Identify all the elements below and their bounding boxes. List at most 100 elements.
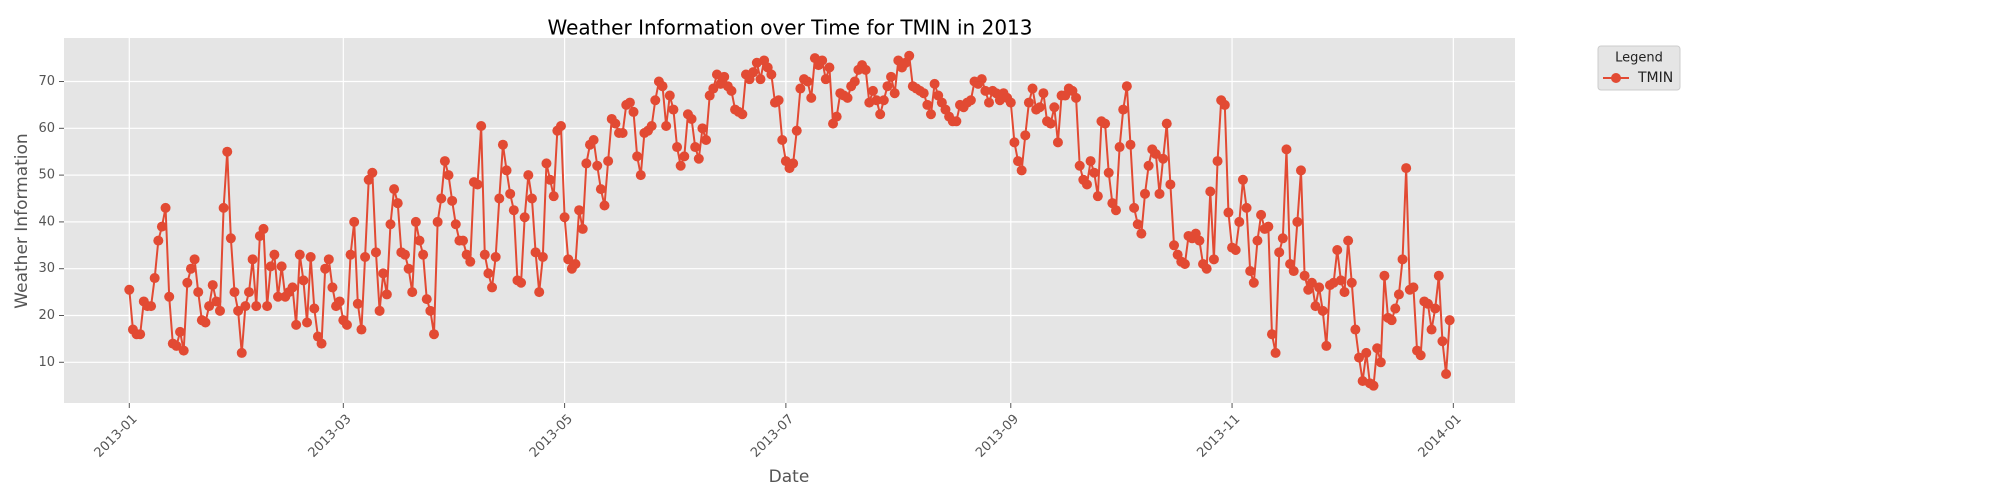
data-point: [178, 345, 189, 356]
data-point: [374, 305, 385, 316]
data-point: [624, 97, 635, 108]
data-point: [1100, 118, 1111, 129]
data-point: [1136, 228, 1147, 239]
x-tick-label: 2013-03: [306, 412, 355, 461]
data-point: [1118, 104, 1129, 115]
data-point: [984, 97, 995, 108]
x-tick-label: 2013-05: [527, 412, 576, 461]
data-point: [1252, 235, 1263, 246]
data-point: [777, 135, 788, 146]
data-point: [697, 123, 708, 134]
data-point: [1009, 137, 1020, 148]
data-point: [882, 81, 893, 92]
data-point: [1023, 97, 1034, 108]
data-point: [352, 298, 363, 309]
data-point: [1277, 233, 1288, 244]
chart-title: Weather Information over Time for TMIN i…: [548, 16, 1033, 40]
data-point: [1408, 282, 1419, 293]
data-point: [842, 92, 853, 103]
data-point: [403, 263, 414, 274]
data-point: [1422, 298, 1433, 309]
data-point: [229, 287, 240, 298]
marks: [124, 50, 1455, 391]
data-point: [726, 85, 737, 96]
data-point: [817, 55, 828, 66]
data-point: [1169, 240, 1180, 251]
data-point: [399, 249, 410, 260]
data-point: [1274, 247, 1285, 258]
data-point: [378, 268, 389, 279]
data-point: [233, 305, 244, 316]
data-point: [490, 252, 501, 262]
data-point: [1049, 102, 1060, 113]
data-point: [501, 165, 512, 176]
data-point: [1350, 324, 1361, 335]
data-point: [646, 120, 657, 131]
data-point: [1354, 352, 1365, 363]
data-point: [1270, 347, 1281, 358]
data-point: [164, 291, 175, 302]
data-point: [370, 247, 381, 258]
data-point: [904, 50, 915, 61]
data-point: [258, 223, 269, 234]
data-point: [1071, 92, 1082, 103]
data-point: [1092, 191, 1103, 202]
x-tick-label: 2014-01: [1416, 412, 1465, 461]
data-point: [1317, 305, 1328, 316]
data-point: [570, 259, 581, 270]
data-point: [302, 317, 313, 328]
data-point: [320, 263, 331, 274]
y-tick-label: 30: [38, 261, 55, 276]
data-point: [523, 170, 534, 181]
data-point: [214, 305, 225, 316]
data-point: [323, 254, 334, 265]
data-point: [1346, 277, 1357, 288]
data-point: [1234, 216, 1245, 227]
data-point: [1433, 270, 1444, 281]
data-point: [1386, 315, 1397, 326]
data-point: [200, 317, 211, 328]
data-point: [1441, 368, 1452, 379]
data-point: [385, 219, 396, 230]
data-point: [599, 200, 610, 211]
data-point: [820, 74, 831, 85]
data-point: [1212, 156, 1223, 167]
y-axis-label: Weather Information: [12, 133, 32, 308]
data-point: [211, 296, 222, 307]
data-point: [545, 174, 556, 185]
data-point: [766, 69, 777, 80]
data-point: [574, 205, 585, 216]
data-point: [1121, 81, 1132, 92]
data-point: [559, 212, 570, 223]
data-point: [450, 219, 461, 230]
data-point: [563, 254, 574, 265]
data-point: [1310, 301, 1321, 312]
data-point: [418, 249, 429, 260]
data-point: [980, 85, 991, 96]
data-point: [1375, 357, 1386, 368]
data-point: [1165, 179, 1176, 190]
x-tick-label: 2013-01: [92, 412, 141, 461]
data-point: [635, 170, 646, 181]
data-point: [160, 202, 171, 213]
data-point: [273, 291, 284, 302]
data-point: [1114, 142, 1125, 153]
data-point: [1401, 163, 1412, 174]
data-point: [675, 160, 686, 171]
data-point: [1201, 263, 1212, 274]
data-point: [381, 289, 392, 300]
data-point: [875, 109, 886, 120]
data-point: [1020, 130, 1031, 141]
data-point: [519, 212, 530, 223]
data-point: [610, 118, 621, 129]
data-point: [965, 95, 976, 106]
data-point: [436, 193, 447, 204]
data-point: [534, 287, 545, 298]
data-point: [432, 216, 443, 227]
data-point: [389, 184, 400, 195]
data-point: [207, 280, 218, 291]
data-point: [1089, 167, 1100, 178]
data-point: [1052, 137, 1063, 148]
data-point: [701, 135, 712, 146]
data-point: [1230, 244, 1241, 255]
